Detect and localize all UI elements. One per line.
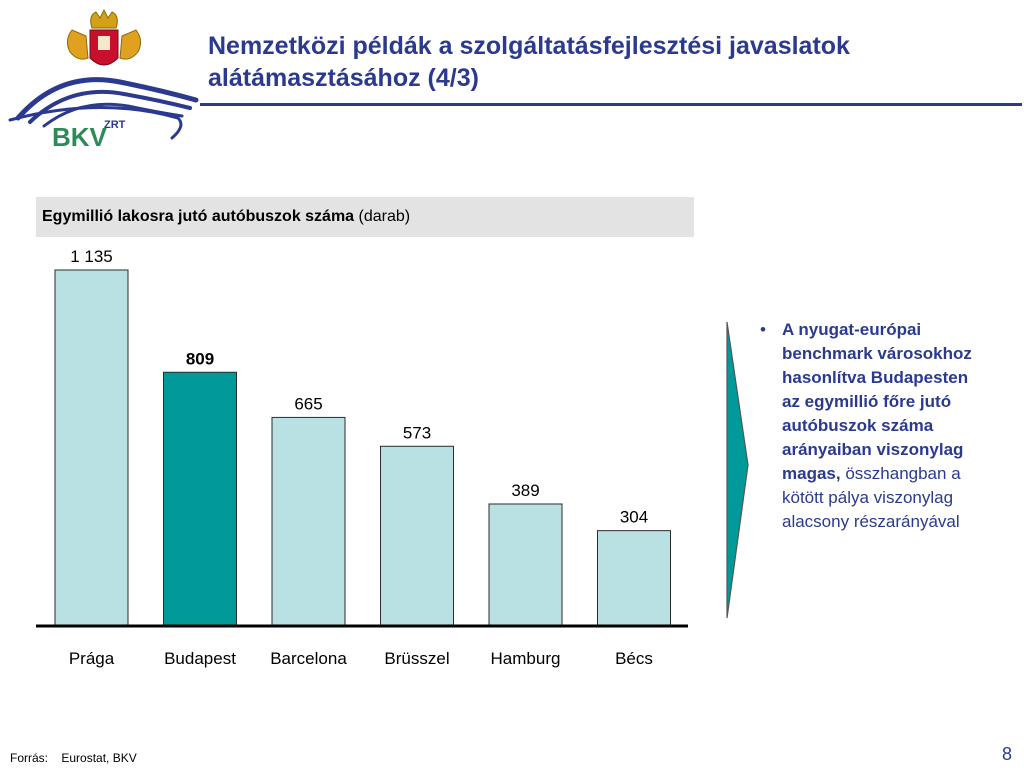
bar-value-label-2: 665	[294, 394, 322, 413]
source-value: Eurostat, BKV	[61, 751, 137, 765]
bar-value-label-4: 389	[511, 481, 539, 500]
category-label-2: Barcelona	[270, 649, 347, 668]
bullet-bold-text: A nyugat-európai benchmark városokhoz ha…	[782, 320, 972, 483]
coat-of-arms-icon	[66, 8, 142, 66]
bullet-dot: •	[760, 320, 766, 339]
bar-value-label-1: 809	[186, 349, 214, 368]
page-title: Nemzetközi példák a szolgáltatásfejleszt…	[208, 30, 1008, 94]
title-line-2: alátámasztásához (4/3)	[208, 64, 479, 92]
category-label-5: Bécs	[615, 649, 653, 668]
logo-sup-text: ZRT	[104, 119, 126, 131]
bar-value-label-3: 573	[403, 423, 431, 442]
chart-unit: (darab)	[358, 208, 411, 225]
title-line-1: Nemzetközi példák a szolgáltatásfejleszt…	[208, 32, 850, 60]
bar-2	[271, 416, 346, 627]
source-note: Forrás: Eurostat, BKV	[10, 751, 147, 765]
swoosh-icon	[8, 77, 199, 140]
chart-title: Egymillió lakosra jutó autóbuszok száma	[42, 208, 355, 225]
bar-chart: 1 135 Prága 809 Budapest 665 Barcelona 573 Brüs…	[0, 240, 700, 680]
bullet-normal-text: összhangban a kötött pálya viszonylag al…	[782, 464, 961, 531]
category-label-0: Prága	[69, 649, 115, 668]
bar-1	[163, 371, 237, 627]
bar-3	[380, 445, 454, 627]
arrow-right-icon	[726, 320, 750, 620]
logo-text: BKV	[52, 122, 108, 152]
page-number: 8	[1001, 744, 1012, 764]
summary-bullet: • A nyugat-európai benchmark városokhoz …	[760, 318, 985, 534]
bkv-logo: BKV ZRT	[0, 0, 210, 155]
bar-5	[597, 530, 671, 627]
chart-header: Egymillió lakosra jutó autóbuszok száma …	[36, 197, 694, 237]
category-label-4: Hamburg	[491, 649, 561, 668]
bullet-text: A nyugat-európai benchmark városokhoz ha…	[782, 318, 985, 534]
bar-4	[488, 503, 563, 627]
category-label-3: Brüsszel	[384, 649, 449, 668]
chart-svg: 1 135 Prága 809 Budapest 665 Barcelona 573 Brüs…	[36, 247, 688, 668]
title-divider	[200, 103, 1022, 106]
logo-graphic: BKV ZRT	[8, 8, 199, 152]
source-label: Forrás:	[10, 751, 49, 765]
bar-value-label-0: 1 135	[70, 247, 113, 266]
bar-0	[54, 269, 129, 627]
category-label-1: Budapest	[164, 649, 236, 668]
bar-value-label-5: 304	[620, 508, 648, 527]
